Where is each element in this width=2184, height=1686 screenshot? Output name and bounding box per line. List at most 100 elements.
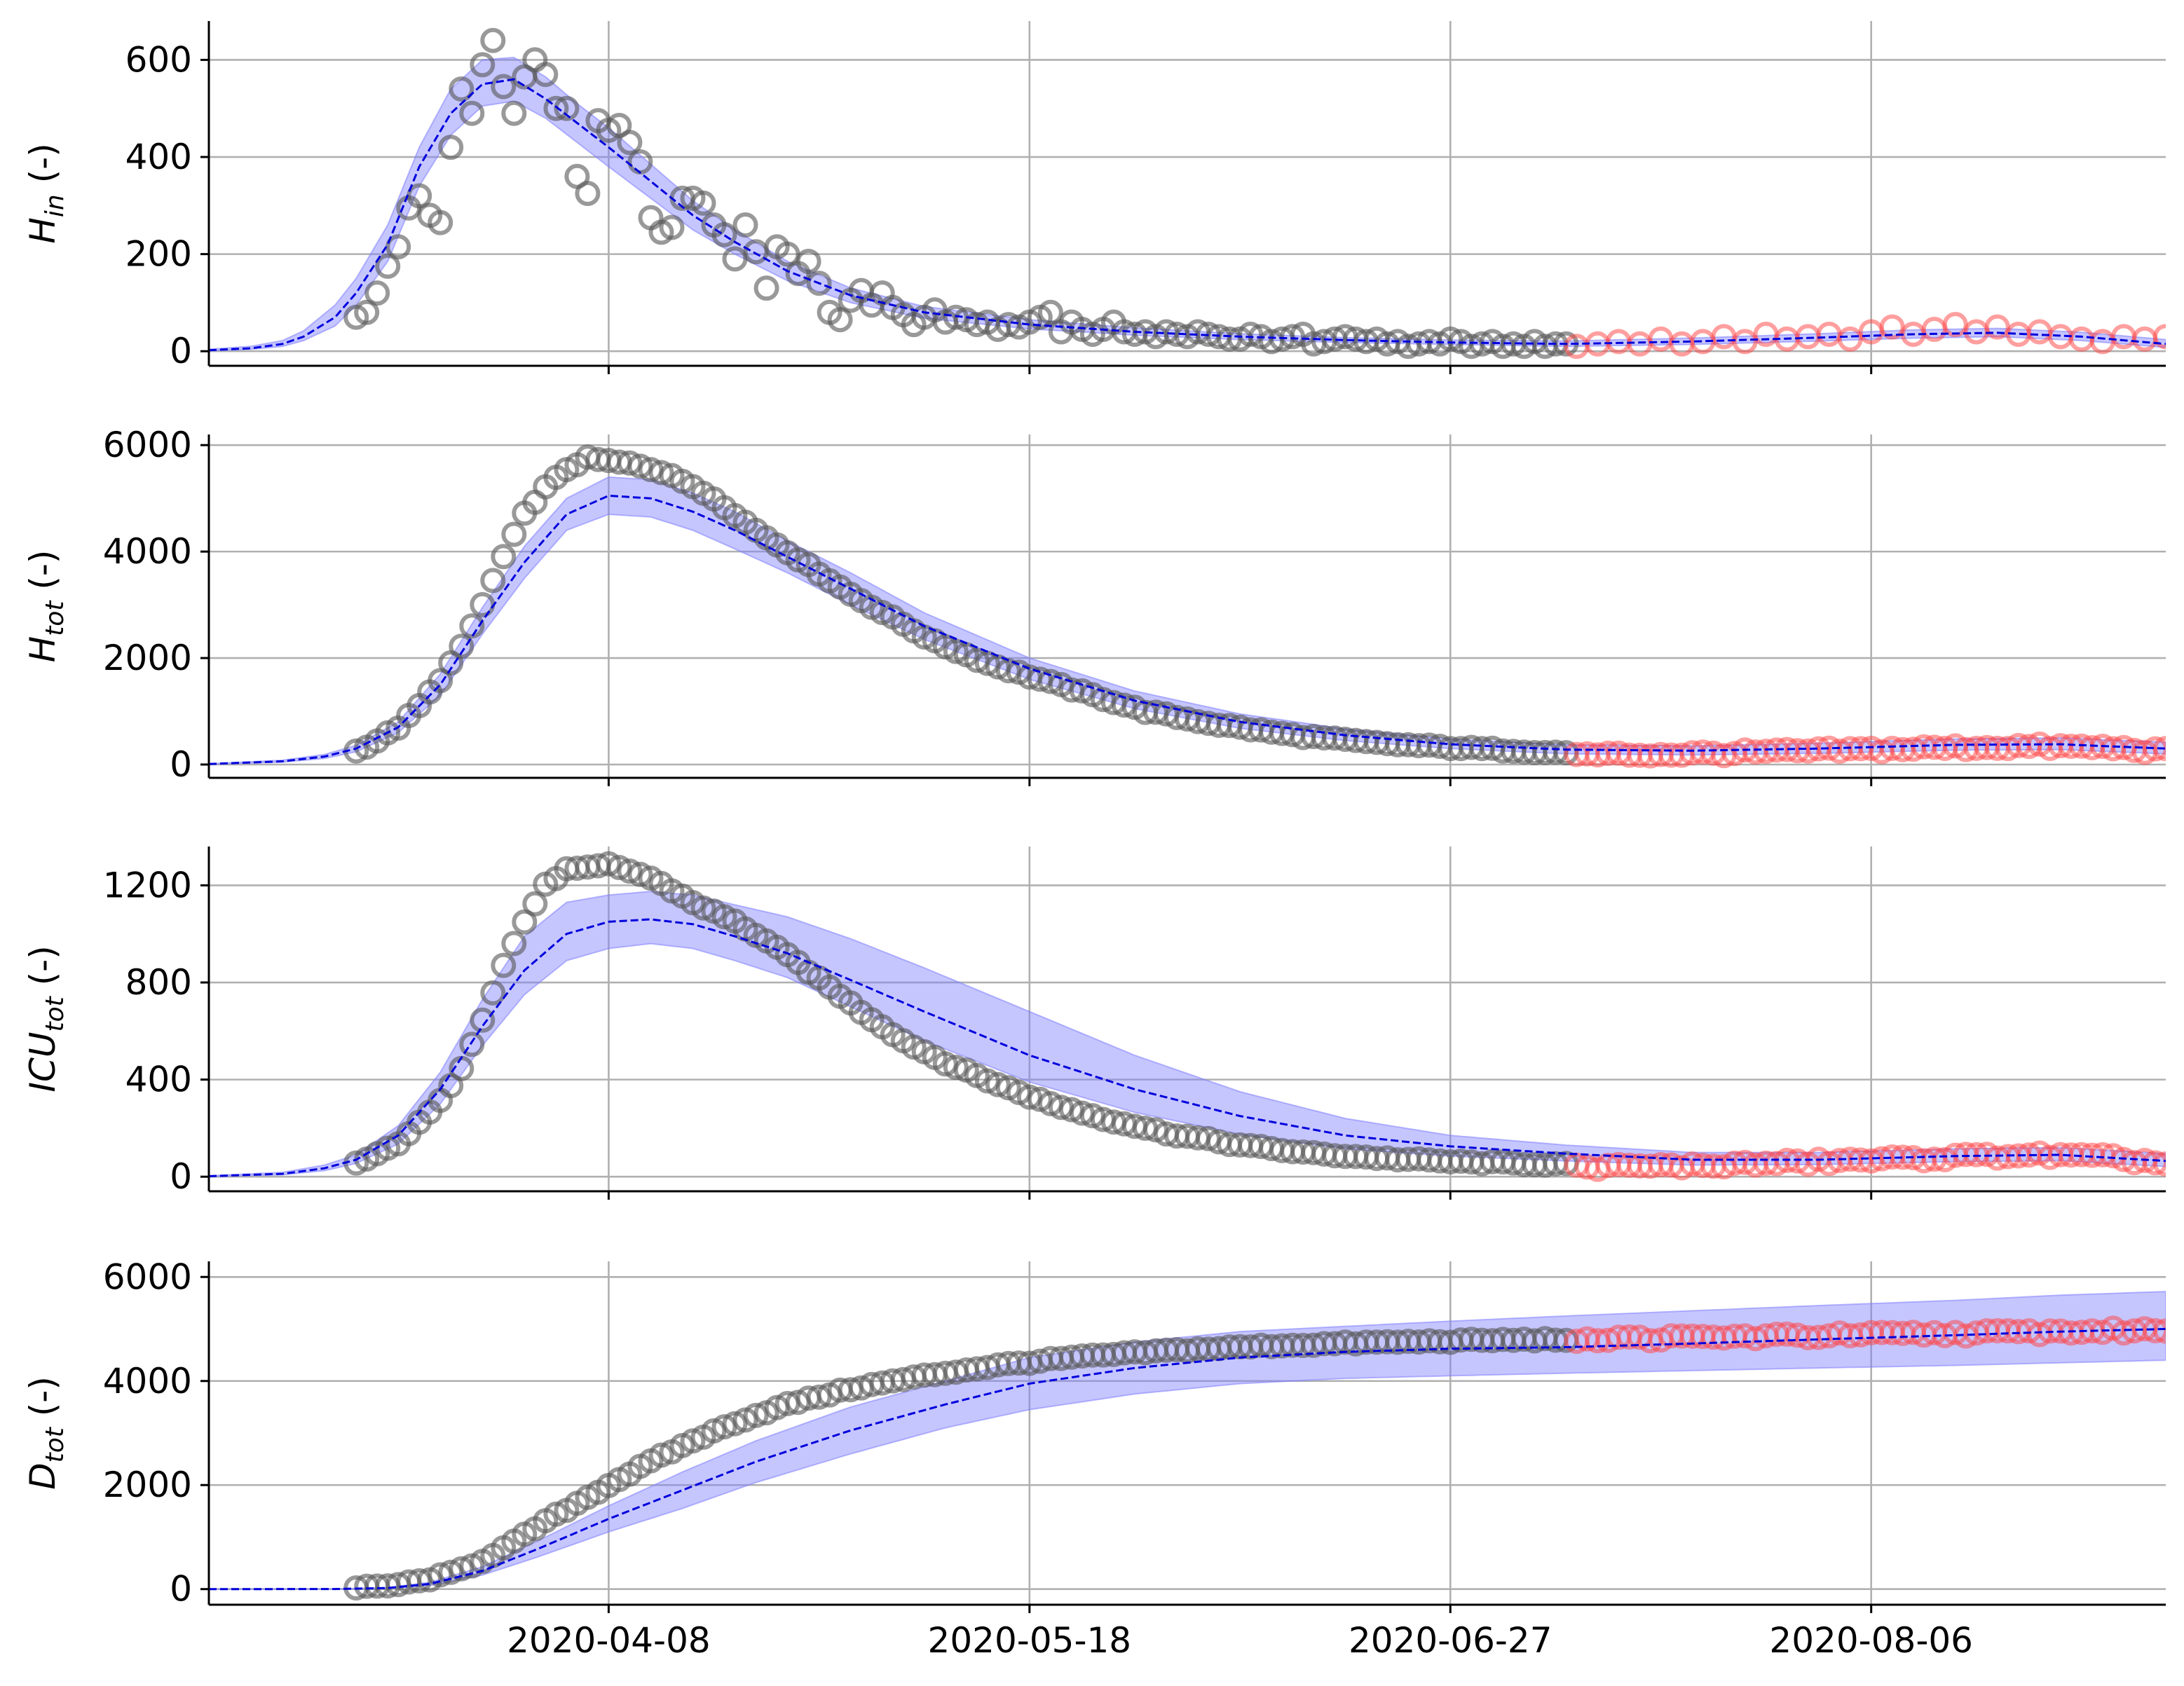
x-tick-label: 2020-04-08 (507, 1620, 711, 1661)
observed-point (480, 27, 506, 53)
observed-point (491, 952, 517, 978)
panel-h-in: 0 200 400 600 Hin (-) (22, 21, 2166, 374)
y-tick-label: 6000 (103, 1256, 192, 1297)
new-observed-point (2143, 1318, 2166, 1343)
plot-area (209, 444, 2166, 769)
observed-point (449, 1556, 475, 1582)
observed-point (428, 668, 453, 694)
observed-point (648, 1442, 674, 1468)
observed-point (354, 299, 380, 325)
new-observed-point (1837, 326, 1863, 352)
model-mean-line (209, 918, 2166, 1177)
new-observed-point (1879, 314, 1905, 340)
observed-point (659, 214, 685, 240)
observed-point (753, 275, 779, 301)
observed-point (375, 253, 401, 279)
observed-point (385, 234, 411, 260)
observed-point (501, 100, 527, 126)
observed-points (343, 1326, 1579, 1601)
panel-icu-tot: 0 400 800 1200 ICUtot (-) (22, 847, 2166, 1200)
observed-point (648, 460, 674, 486)
observed-point (943, 1055, 969, 1081)
plot-area (209, 27, 2166, 359)
y-axis-label: Hin (-) (22, 143, 69, 243)
x-tick-label: 2020-08-06 (1769, 1620, 1973, 1661)
y-tick-label: 4000 (103, 531, 192, 572)
observed-point (575, 181, 601, 206)
observed-point (796, 249, 821, 274)
observed-point (806, 270, 832, 296)
observed-point (449, 76, 475, 102)
observed-point (459, 1032, 485, 1057)
observed-points (343, 444, 1579, 766)
observed-point (774, 241, 800, 267)
observed-point (690, 190, 716, 216)
new-observed-point (1984, 314, 2010, 340)
new-observed-point (2143, 1150, 2166, 1176)
observed-point (1111, 692, 1137, 718)
observed-point (732, 212, 758, 238)
y-tick-label: 0 (170, 744, 192, 785)
y-tick-label: 400 (125, 137, 192, 177)
y-tick-label: 1200 (103, 865, 192, 905)
model-uncertainty-band (209, 1291, 2166, 1590)
observed-point (554, 95, 580, 121)
observed-point (501, 931, 527, 957)
observed-point (364, 280, 390, 306)
new-observed-point (2153, 324, 2166, 350)
observed-point (449, 633, 475, 659)
observed-point (428, 210, 453, 235)
x-tick-label: 2020-05-18 (928, 1620, 1132, 1661)
new-observed-point (1732, 329, 1758, 355)
model-uncertainty-band (209, 891, 2166, 1177)
model-mean-line (209, 494, 2166, 765)
y-tick-label: 6000 (103, 425, 192, 465)
observed-point (501, 521, 527, 547)
y-axis-label: Htot (-) (22, 550, 69, 663)
plot-area (209, 851, 2166, 1182)
y-tick-label: 2000 (103, 638, 192, 678)
observed-point (1280, 324, 1306, 350)
observed-point (480, 980, 506, 1006)
observed-point (617, 858, 643, 884)
y-tick-label: 400 (125, 1060, 192, 1100)
y-tick-label: 600 (125, 39, 192, 80)
panel-h-tot: 0 2000 4000 6000 Htot (-) (22, 425, 2166, 786)
y-tick-label: 0 (170, 331, 192, 371)
observed-point (827, 307, 853, 333)
observed-point (985, 1071, 1011, 1097)
observed-point (407, 183, 432, 209)
y-axis-label: ICUtot (-) (22, 945, 69, 1092)
new-observed-point (2143, 736, 2166, 762)
observed-point (943, 638, 969, 664)
observed-point (459, 613, 485, 639)
model-uncertainty-band (209, 56, 2166, 352)
new-observed-point (2153, 1318, 2166, 1344)
new-observed-point (1942, 312, 1968, 338)
observed-point (1438, 326, 1463, 352)
observed-point (470, 52, 496, 78)
y-tick-label: 200 (125, 234, 192, 275)
observed-point (1037, 669, 1063, 694)
y-tick-label: 0 (170, 1156, 192, 1197)
new-observed-points (1564, 312, 2166, 359)
y-axis-label: Dtot (-) (22, 1376, 69, 1490)
y-tick-label: 2000 (103, 1465, 192, 1505)
observed-point (491, 74, 517, 100)
new-observed-point (2153, 736, 2166, 762)
observed-point (722, 246, 748, 272)
plot-area (209, 1291, 2166, 1601)
observed-point (512, 909, 538, 935)
observed-point (459, 100, 485, 126)
y-tick-label: 800 (125, 962, 192, 1003)
observed-point (522, 891, 548, 917)
observed-point (806, 1384, 832, 1410)
observed-points (343, 851, 1579, 1178)
observed-point (617, 130, 643, 156)
observed-point (711, 221, 737, 247)
new-observed-points (1564, 1315, 2166, 1354)
model-mean-line (209, 1328, 2166, 1591)
observed-point (743, 1402, 769, 1428)
